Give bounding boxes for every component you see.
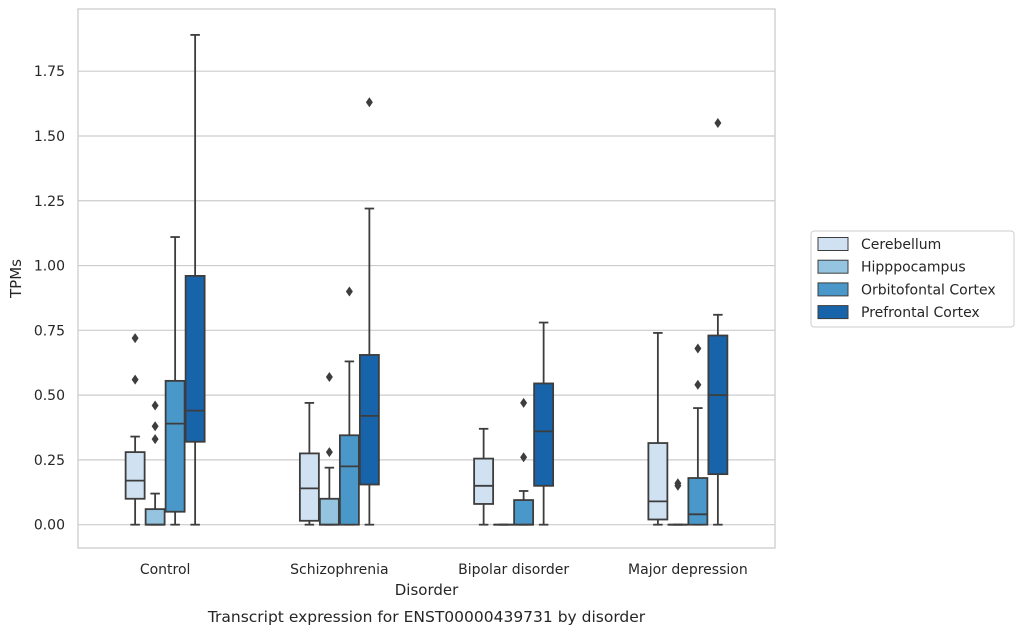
- y-tick-label: 0.50: [34, 388, 65, 404]
- box-prefrontal-cortex: [358, 97, 380, 526]
- box-orbitofontal-cortex: [687, 343, 709, 526]
- legend-swatch: [817, 305, 849, 320]
- box-orbitofontal-cortex: [164, 236, 186, 526]
- iqr-box: [533, 382, 555, 487]
- legend-label: Hipppocampus: [861, 260, 966, 276]
- outlier-point: [131, 333, 139, 344]
- legend-label: Orbitofontal Cortex: [861, 282, 996, 298]
- box-prefrontal-cortex: [184, 34, 206, 526]
- iqr-box: [124, 451, 146, 500]
- outlier-point: [694, 343, 702, 354]
- y-axis-title: TPMs: [7, 259, 25, 299]
- box-hipppocampus: [144, 400, 166, 526]
- plot-frame: [77, 8, 776, 549]
- x-tick-label: Major depression: [628, 562, 748, 578]
- iqr-box: [513, 499, 535, 526]
- x-tick-label: Schizophrenia: [290, 562, 388, 578]
- legend-swatch: [817, 237, 849, 251]
- legend-frame: [810, 230, 1015, 328]
- y-tick-label: 0.00: [34, 518, 65, 534]
- box-hipppocampus: [667, 478, 689, 526]
- outlier-point: [520, 452, 528, 463]
- iqr-box: [358, 354, 380, 486]
- outlier-point: [520, 397, 528, 408]
- outlier-point: [325, 447, 333, 458]
- outlier-point: [714, 118, 722, 129]
- iqr-box: [647, 442, 669, 521]
- outlier-point: [365, 97, 373, 108]
- box-orbitofontal-cortex: [338, 286, 360, 526]
- iqr-box: [318, 497, 340, 526]
- legend-label: Cerebellum: [861, 237, 941, 253]
- y-tick-label: 1.50: [34, 129, 65, 145]
- box-prefrontal-cortex: [707, 118, 729, 526]
- y-tick-label: 1.25: [34, 194, 65, 210]
- legend-swatch: [817, 259, 849, 274]
- iqr-box: [687, 477, 709, 526]
- y-tick-label: 1.75: [34, 64, 65, 80]
- box-prefrontal-cortex: [533, 321, 555, 526]
- box-groups: [124, 34, 729, 526]
- outlier-point: [694, 379, 702, 390]
- y-axis-ticks: 0.00 0.25 0.50 0.75 1.00 1.25 1.50 1.75: [34, 64, 65, 533]
- chart-caption: Transcript expression for ENST0000043973…: [207, 608, 646, 626]
- box-cerebellum: [647, 332, 669, 526]
- outlier-point: [151, 434, 159, 445]
- outlier-point: [674, 480, 682, 491]
- box-hipppocampus: [318, 371, 340, 526]
- legend: Cerebellum Hipppocampus Orbitofontal Corte…: [810, 230, 1015, 328]
- y-tick-label: 1.00: [34, 259, 65, 275]
- legend-swatch: [817, 282, 849, 297]
- x-axis-ticks: Control Schizophrenia Bipolar disorder Majo…: [140, 562, 748, 578]
- box-cerebellum: [298, 401, 320, 526]
- x-axis-title: Disorder: [395, 581, 459, 599]
- outlier-point: [151, 400, 159, 411]
- iqr-box: [184, 275, 206, 443]
- outlier-point: [151, 421, 159, 432]
- outlier-point: [131, 374, 139, 385]
- legend-label: Prefrontal Cortex: [861, 305, 980, 321]
- outlier-point: [325, 371, 333, 382]
- iqr-box: [298, 452, 320, 522]
- outlier-point: [345, 286, 353, 297]
- iqr-box: [164, 379, 186, 513]
- y-tick-label: 0.75: [34, 323, 65, 339]
- iqr-box: [338, 434, 360, 526]
- iqr-box: [707, 334, 729, 476]
- x-tick-label: Control: [140, 562, 191, 578]
- box-cerebellum: [124, 333, 146, 526]
- box-orbitofontal-cortex: [513, 397, 535, 526]
- y-tick-label: 0.25: [34, 453, 65, 469]
- iqr-box: [473, 457, 495, 505]
- iqr-box: [144, 508, 166, 526]
- box-cerebellum: [473, 427, 495, 526]
- x-tick-label: Bipolar disorder: [458, 562, 569, 578]
